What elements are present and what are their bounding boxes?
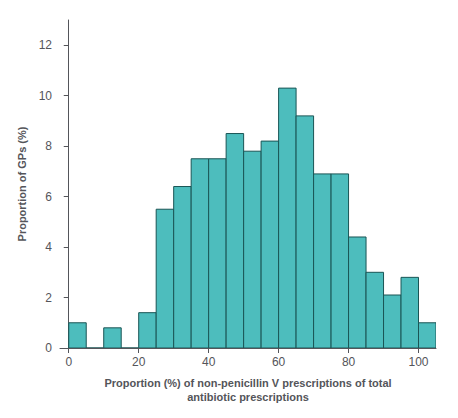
svg-text:6: 6: [45, 190, 52, 204]
svg-text:8: 8: [45, 139, 52, 153]
svg-text:80: 80: [342, 355, 356, 369]
svg-text:antibiotic prescriptions: antibiotic prescriptions: [187, 391, 309, 403]
svg-text:100: 100: [408, 355, 428, 369]
svg-text:0: 0: [45, 341, 52, 355]
svg-text:4: 4: [45, 240, 52, 254]
svg-text:Proportion of GPs (%): Proportion of GPs (%): [16, 126, 28, 241]
svg-text:Proportion (%) of non-penicill: Proportion (%) of non-penicillin V presc…: [104, 377, 391, 389]
svg-text:60: 60: [272, 355, 286, 369]
svg-text:12: 12: [39, 38, 53, 52]
svg-text:2: 2: [45, 291, 52, 305]
svg-text:0: 0: [65, 355, 72, 369]
svg-text:40: 40: [202, 355, 216, 369]
svg-text:20: 20: [132, 355, 146, 369]
svg-text:10: 10: [39, 89, 53, 103]
